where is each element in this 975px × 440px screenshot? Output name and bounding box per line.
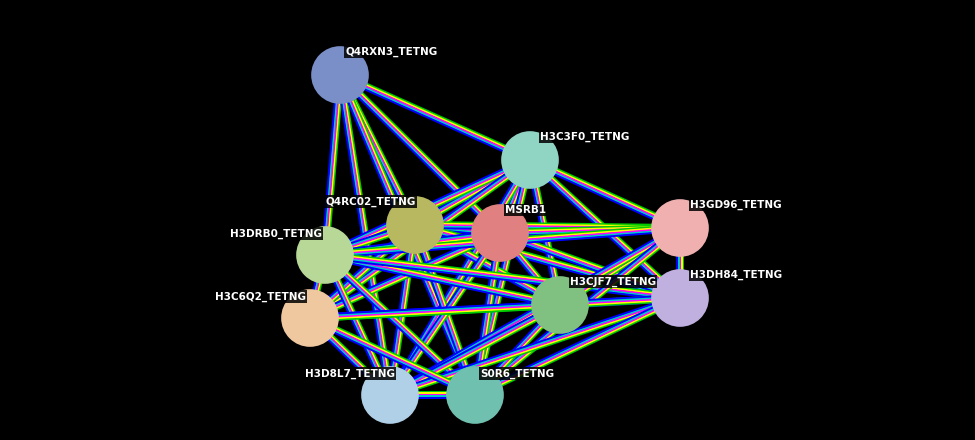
Text: H3D8L7_TETNG: H3D8L7_TETNG: [305, 369, 395, 379]
Circle shape: [447, 367, 503, 423]
Text: Q4RC02_TETNG: Q4RC02_TETNG: [325, 197, 415, 207]
Text: H3DRB0_TETNG: H3DRB0_TETNG: [230, 229, 322, 239]
Circle shape: [282, 290, 338, 346]
Circle shape: [652, 270, 708, 326]
Text: H3DH84_TETNG: H3DH84_TETNG: [690, 270, 782, 280]
Text: H3GD96_TETNG: H3GD96_TETNG: [690, 200, 782, 210]
Text: Q4RXN3_TETNG: Q4RXN3_TETNG: [345, 47, 437, 57]
Text: S0R6_TETNG: S0R6_TETNG: [480, 369, 554, 379]
Circle shape: [312, 47, 368, 103]
Circle shape: [297, 227, 353, 283]
Text: MSRB1: MSRB1: [505, 205, 546, 215]
Text: H3C6Q2_TETNG: H3C6Q2_TETNG: [215, 292, 306, 302]
Text: H3CJF7_TETNG: H3CJF7_TETNG: [570, 277, 656, 287]
Circle shape: [387, 197, 443, 253]
Circle shape: [502, 132, 558, 188]
Circle shape: [362, 367, 418, 423]
Circle shape: [652, 200, 708, 256]
Circle shape: [472, 205, 528, 261]
Text: H3C3F0_TETNG: H3C3F0_TETNG: [540, 132, 630, 142]
Circle shape: [532, 277, 588, 333]
